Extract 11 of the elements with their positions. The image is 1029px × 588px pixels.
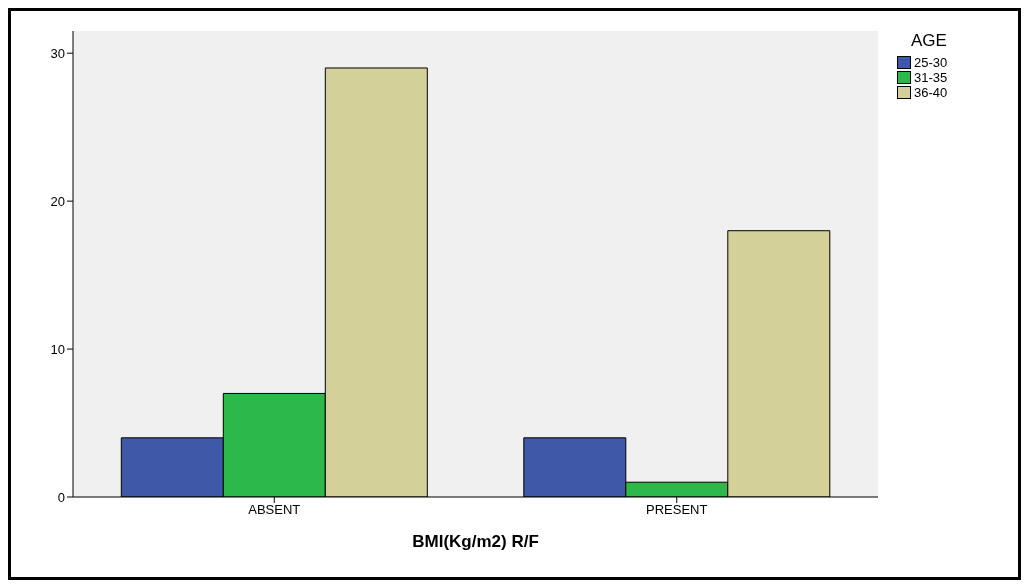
legend-title: AGE: [911, 31, 948, 51]
y-tick-label: 20: [50, 193, 65, 209]
x-axis-title: BMI(Kg/m2) R/F: [412, 532, 539, 551]
x-tick-label: PRESENT: [646, 502, 708, 518]
legend-label: 31-35: [914, 70, 948, 85]
legend-label: 36-40: [914, 85, 948, 100]
legend-label: 25-30: [914, 55, 948, 70]
y-tick-label: 30: [50, 45, 65, 61]
x-tick-label: ABSENT: [248, 502, 301, 518]
y-tick-label: 10: [50, 341, 65, 357]
y-tick-label: 0: [57, 489, 65, 505]
